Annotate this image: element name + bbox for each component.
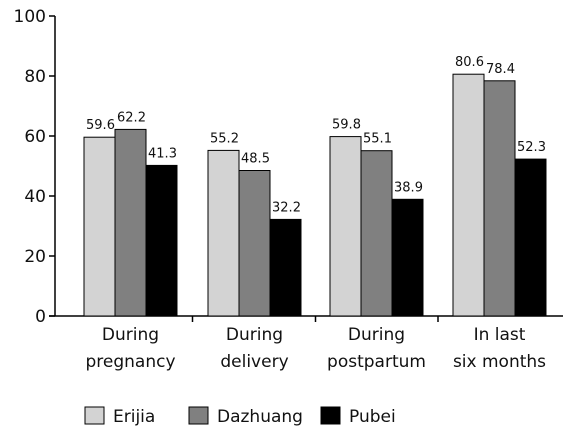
bar-dazhuang-1: [238, 170, 271, 317]
bar-pubei-0: [145, 164, 178, 317]
data-labels: 59.662.2 41.3 55.248.5 32.2 59.855.1 38.9 80.6…: [86, 55, 546, 215]
legend-swatch-erijia: [84, 406, 105, 425]
legend-label-erijia: Erijia: [113, 407, 155, 427]
y-tick-label: 20: [24, 247, 46, 267]
x-tick-label: During: [102, 325, 159, 345]
legend: Erijia Dazhuang Pubei: [84, 406, 396, 427]
bar-erijia-0: [83, 136, 116, 317]
bar-erijia-1: [207, 149, 240, 317]
data-label: 52.3: [517, 140, 546, 155]
legend-label-pubei: Pubei: [349, 407, 396, 427]
bar-erijia-2: [329, 136, 362, 317]
x-tick-label: pregnancy: [85, 352, 175, 372]
y-tick-label: 60: [24, 127, 46, 147]
y-tick-label: 40: [24, 187, 46, 207]
legend-label-dazhuang: Dazhuang: [217, 407, 303, 427]
data-label: 48.5: [241, 152, 270, 167]
bar-dazhuang-3: [483, 80, 516, 317]
bar-dazhuang-2: [360, 150, 393, 317]
data-label: 38.9: [394, 180, 423, 195]
bars: [83, 73, 547, 317]
x-tick-label: postpartum: [327, 352, 426, 372]
data-label: 62.2: [117, 110, 146, 125]
data-label: 55.1: [363, 132, 392, 147]
bar-dazhuang-0: [114, 128, 147, 317]
data-label: 78.4: [486, 62, 515, 77]
x-tick-label: During: [226, 325, 283, 345]
data-label: 59.6: [86, 118, 115, 133]
x-tick-label: In last: [474, 325, 526, 345]
y-tick-label: 80: [24, 67, 46, 87]
bar-pubei-1: [269, 218, 302, 317]
data-label: 32.2: [272, 200, 301, 215]
data-label: 41.3: [148, 146, 177, 161]
data-label: 55.2: [210, 131, 239, 146]
data-label: 59.8: [332, 118, 361, 133]
y-tick-label: 100: [14, 7, 46, 27]
legend-swatch-dazhuang: [188, 406, 209, 425]
bar-pubei-3: [514, 158, 547, 317]
bar-pubei-2: [391, 198, 424, 317]
data-label: 80.6: [455, 55, 484, 70]
axes: 0 20 40 60 80 100 During pregnancy During deliver…: [14, 7, 563, 372]
legend-swatch-pubei: [320, 406, 341, 425]
x-tick-label: During: [348, 325, 405, 345]
x-tick-label: delivery: [220, 352, 288, 372]
y-tick-label: 0: [35, 307, 46, 327]
bar-erijia-3: [452, 73, 485, 317]
x-tick-label: six months: [453, 352, 546, 372]
